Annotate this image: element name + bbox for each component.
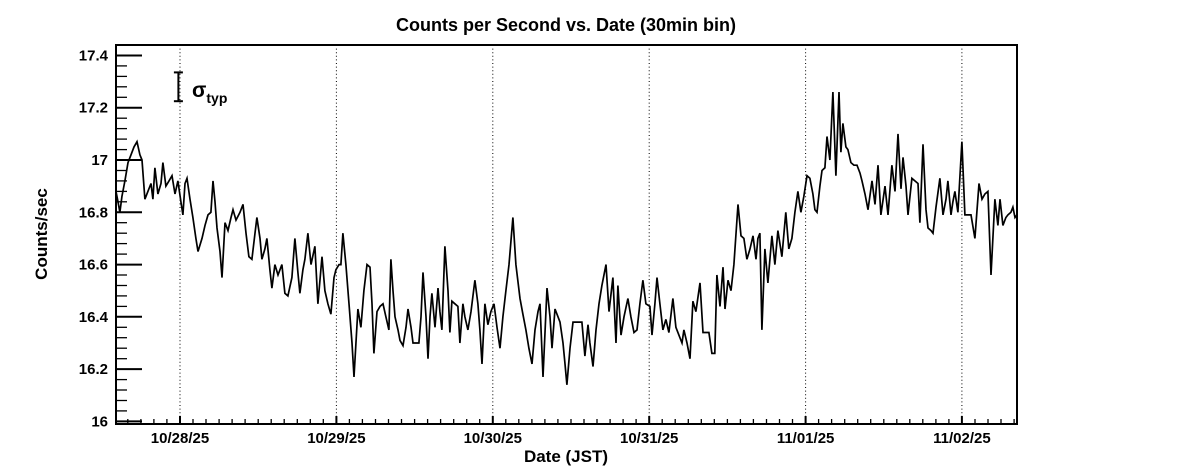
y-tick-label: 16.4 <box>79 309 109 326</box>
x-tick-label: 11/02/25 <box>933 430 991 447</box>
y-tick-label: 17.4 <box>79 48 109 65</box>
y-tick-label: 16.2 <box>79 361 108 378</box>
y-tick-label: 17.2 <box>79 100 108 117</box>
y-axis-title: Counts/sec <box>32 188 51 280</box>
x-tick-label: 11/01/25 <box>777 430 835 447</box>
sigma-typ-label: σtyp <box>192 79 227 106</box>
gridline-group <box>179 45 963 424</box>
x-axis-title: Date (JST) <box>524 447 608 466</box>
x-tick-label: 10/29/25 <box>307 430 365 447</box>
chart-title: Counts per Second vs. Date (30min bin) <box>396 15 736 35</box>
x-tick-label: 10/28/25 <box>151 430 209 447</box>
y-tick-label: 17 <box>91 152 108 169</box>
x-axis-tick-labels: 10/28/25 10/29/25 10/30/25 10/31/25 11/01/25… <box>151 430 991 447</box>
x-tick-label: 10/31/25 <box>620 430 678 447</box>
x-tick-label: 10/30/25 <box>464 430 522 447</box>
y-tick-label: 16 <box>91 413 108 430</box>
y-tick-label: 16.6 <box>79 257 108 274</box>
y-axis-tick-labels: 16 16.2 16.4 16.6 16.8 17 17.2 17.4 <box>79 48 109 431</box>
plot-frame <box>115 44 1018 425</box>
y-axis-ticks <box>116 54 142 423</box>
y-tick-label: 16.8 <box>79 204 108 221</box>
data-series-line <box>115 91 1018 385</box>
x-axis-ticks <box>127 416 1015 424</box>
sigma-typ-annotation: σtyp <box>173 71 227 106</box>
